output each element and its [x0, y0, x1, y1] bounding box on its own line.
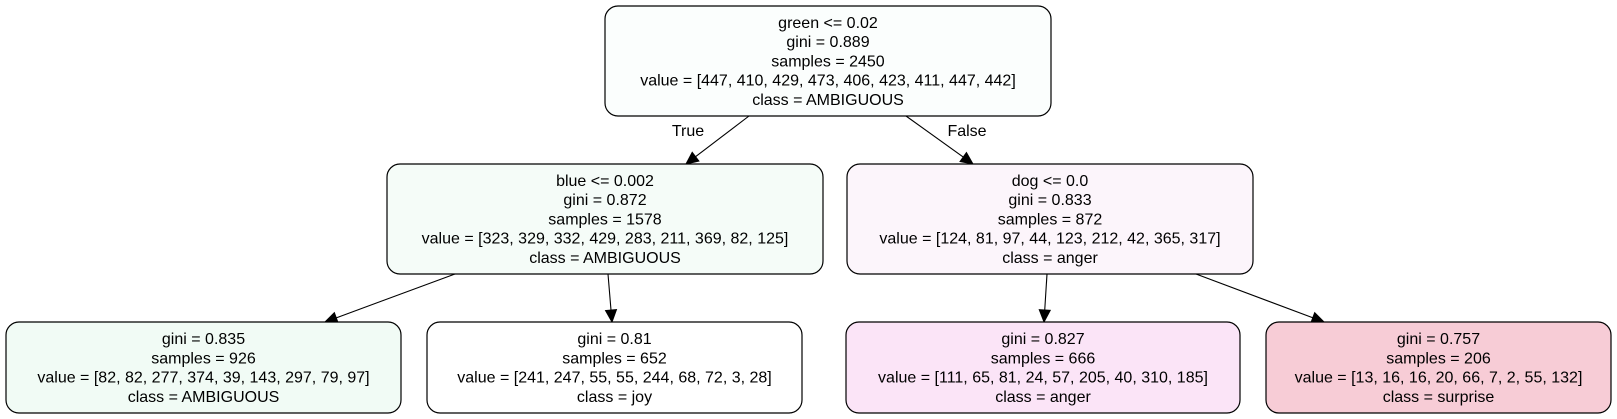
- edge-left-to-left-right: [604, 273, 618, 324]
- node-text-line: class = AMBIGUOUS: [529, 250, 681, 267]
- node-box: [426, 321, 803, 414]
- node-text-line: gini = 0.889: [786, 34, 869, 51]
- node-box: [386, 163, 824, 275]
- edge-line: [1044, 273, 1048, 311]
- edge-line: [1195, 273, 1313, 319]
- tree-node-left: blue <= 0.002 gini = 0.872 samples = 1578 v…: [386, 163, 824, 275]
- node-text-line: class = anger: [995, 389, 1091, 406]
- edge-arrowhead: [1038, 309, 1052, 324]
- edge-label-false: False: [947, 123, 986, 140]
- node-box: [1265, 321, 1612, 414]
- edge-line: [607, 273, 612, 311]
- node-text-line: samples = 1578: [548, 211, 662, 228]
- node-text-line: gini = 0.872: [563, 192, 646, 209]
- edge-arrowhead: [959, 151, 974, 165]
- node-text-line: samples = 926: [151, 350, 256, 367]
- node-text-line: value = [82, 82, 277, 374, 39, 143, 297,…: [37, 370, 369, 387]
- nodes-layer: green <= 0.02 gini = 0.889 samples = 2450 v…: [5, 5, 1612, 414]
- node-text-line: value = [323, 329, 332, 429, 283, 211, 3…: [422, 231, 789, 248]
- node-text-line: samples = 872: [998, 211, 1103, 228]
- node-box: [845, 321, 1241, 414]
- edge-line: [336, 273, 456, 319]
- node-text-line: samples = 652: [562, 350, 667, 367]
- node-text-line: green <= 0.02: [778, 15, 878, 32]
- node-text-line: value = [124, 81, 97, 44, 123, 212, 42, …: [879, 231, 1220, 248]
- node-text-line: gini = 0.833: [1008, 192, 1091, 209]
- tree-node-right: dog <= 0.0 gini = 0.833 samples = 872 value…: [846, 163, 1254, 275]
- edge-root-to-right: False: [905, 115, 987, 165]
- edge-label-true: True: [672, 123, 704, 140]
- tree-node-left-right: gini = 0.81 samples = 652 value = [241, 24…: [426, 321, 803, 414]
- edge-right-to-right-right: [1195, 273, 1326, 324]
- node-text-line: samples = 206: [1386, 350, 1491, 367]
- node-text-line: dog <= 0.0: [1012, 173, 1089, 190]
- node-box: [5, 321, 402, 414]
- node-text-line: gini = 0.827: [1001, 331, 1084, 348]
- node-text-line: gini = 0.835: [162, 331, 245, 348]
- node-text-line: class = joy: [577, 389, 652, 406]
- node-text-line: class = AMBIGUOUS: [128, 389, 280, 406]
- node-text-line: class = AMBIGUOUS: [752, 92, 904, 109]
- node-box: [604, 5, 1052, 117]
- tree-node-left-left: gini = 0.835 samples = 926 value = [82, 82…: [5, 321, 402, 414]
- node-text-line: value = [111, 65, 81, 24, 57, 205, 40, 3…: [878, 370, 1208, 387]
- edge-arrowhead: [685, 151, 700, 165]
- tree-node-right-right: gini = 0.757 samples = 206 value = [13, 16…: [1265, 321, 1612, 414]
- node-text-line: class = anger: [1002, 250, 1098, 267]
- node-text-line: class = surprise: [1383, 389, 1495, 406]
- edge-right-to-right-left: [1038, 273, 1052, 324]
- node-text-line: gini = 0.757: [1397, 331, 1480, 348]
- edge-arrowhead: [604, 309, 618, 324]
- tree-node-root: green <= 0.02 gini = 0.889 samples = 2450 v…: [604, 5, 1052, 117]
- node-text-line: samples = 2450: [771, 53, 885, 70]
- edge-root-to-left: True: [672, 115, 750, 165]
- node-box: [846, 163, 1254, 275]
- edge-left-to-left-left: [323, 273, 456, 324]
- edge-line: [695, 115, 750, 158]
- node-text-line: value = [241, 247, 55, 55, 244, 68, 72, …: [457, 370, 771, 387]
- node-text-line: gini = 0.81: [577, 331, 651, 348]
- node-text-line: value = [13, 16, 16, 20, 66, 7, 2, 55, 1…: [1295, 370, 1583, 387]
- node-text-line: samples = 666: [991, 350, 1096, 367]
- edge-arrowhead: [1310, 311, 1326, 324]
- edge-line: [905, 115, 964, 158]
- node-text-line: blue <= 0.002: [556, 173, 654, 190]
- node-text-line: value = [447, 410, 429, 473, 406, 423, 4…: [640, 73, 1016, 90]
- tree-node-right-left: gini = 0.827 samples = 666 value = [111, 6…: [845, 321, 1241, 414]
